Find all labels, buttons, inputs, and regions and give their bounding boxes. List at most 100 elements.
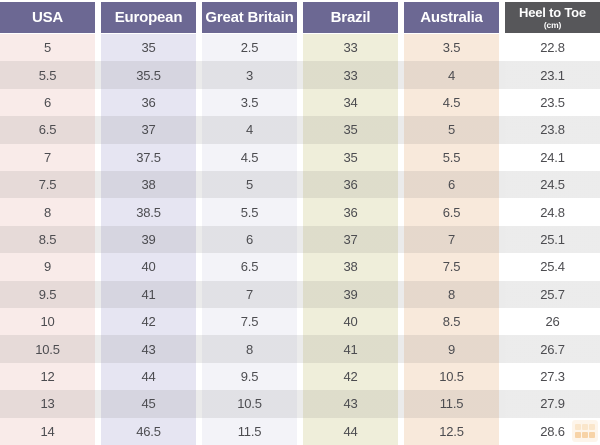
table-cell: 24.8: [505, 198, 600, 226]
table-cell: 4: [404, 61, 499, 89]
table-cell: 14: [0, 417, 95, 445]
table-cell: 34: [303, 88, 398, 117]
table-cell: 13: [0, 390, 95, 418]
table-cell: 8: [404, 280, 499, 309]
table-cell: 4: [202, 116, 297, 144]
table-cell: 10.5: [404, 362, 499, 391]
table-cell: 6.5: [202, 253, 297, 281]
table-cell: 46.5: [101, 417, 196, 445]
table-cell: 41: [303, 335, 398, 363]
table-cell: 27.9: [505, 390, 600, 418]
table-cell: 23.8: [505, 116, 600, 144]
table-cell: 3: [202, 61, 297, 89]
table-cell: 6.5: [0, 116, 95, 144]
table-cell: 10: [0, 308, 95, 336]
table-cell: 35: [303, 116, 398, 144]
table-cell: 7.5: [202, 308, 297, 336]
column-header-heel-to-toe-unit: (cm): [543, 19, 562, 30]
table-cell: 4.5: [202, 143, 297, 172]
table-row: 9 40 6.5 38 7.5 25.4: [0, 253, 600, 281]
table-cell: 36: [101, 88, 196, 117]
table-cell: 33: [303, 61, 398, 89]
table-cell: 5: [0, 34, 95, 62]
table-cell: 25.4: [505, 253, 600, 281]
table-cell: 10.5: [202, 390, 297, 418]
table-row: 8 38.5 5.5 36 6.5 24.8: [0, 198, 600, 226]
table-cell: 5.5: [202, 198, 297, 226]
column-header-usa: USA: [0, 2, 95, 33]
table-cell: 26.7: [505, 335, 600, 363]
table-cell: 7.5: [404, 253, 499, 281]
table-cell: 43: [303, 390, 398, 418]
table-row: 7.5 38 5 36 6 24.5: [0, 171, 600, 199]
table-cell: 5.5: [404, 143, 499, 172]
table-cell: 7: [202, 280, 297, 309]
table-cell: 42: [303, 362, 398, 391]
table-cell: 42: [101, 308, 196, 336]
table-cell: 12.5: [404, 417, 499, 445]
table-cell: 37.5: [101, 143, 196, 172]
column-header-heel-to-toe: Heel to Toe (cm): [505, 2, 600, 33]
table-cell: 40: [101, 253, 196, 281]
table-cell: 45: [101, 390, 196, 418]
table-cell: 5: [202, 171, 297, 199]
table-cell: 6: [0, 88, 95, 117]
table-cell: 9: [0, 253, 95, 281]
table-cell: 43: [101, 335, 196, 363]
table-cell: 9: [404, 335, 499, 363]
table-cell: 27.3: [505, 362, 600, 391]
table-cell: 8: [202, 335, 297, 363]
table-cell: 36: [303, 198, 398, 226]
column-header-european: European: [101, 2, 196, 33]
table-cell: 8: [0, 198, 95, 226]
table-header-row: USA European Great Britain Brazil Austra…: [0, 2, 600, 33]
table-row: 13 45 10.5 43 11.5 27.9: [0, 390, 600, 418]
table-body: 5 35 2.5 33 3.5 22.8 5.5 35.5 3 33 4 23.1 6 36 3.5 34 4.…: [0, 34, 600, 445]
table-cell: 36: [303, 171, 398, 199]
table-cell: 24.5: [505, 171, 600, 199]
table-row: 5.5 35.5 3 33 4 23.1: [0, 61, 600, 89]
table-cell: 44: [101, 362, 196, 391]
table-cell: 38.5: [101, 198, 196, 226]
table-cell: 6.5: [404, 198, 499, 226]
table-row: 12 44 9.5 42 10.5 27.3: [0, 362, 600, 391]
table-cell: 23.1: [505, 61, 600, 89]
table-cell: 4.5: [404, 88, 499, 117]
logo-watermark-icon: [572, 420, 598, 442]
table-cell: 37: [101, 116, 196, 144]
table-cell: 41: [101, 280, 196, 309]
table-cell: 2.5: [202, 34, 297, 62]
table-row: 6 36 3.5 34 4.5 23.5: [0, 88, 600, 117]
table-cell: 24.1: [505, 143, 600, 172]
column-header-great-britain: Great Britain: [202, 2, 297, 33]
table-cell: 9.5: [202, 362, 297, 391]
table-cell: 7: [0, 143, 95, 172]
table-cell: 6: [202, 225, 297, 254]
table-cell: 33: [303, 34, 398, 62]
table-cell: 35: [101, 34, 196, 62]
table-cell: 11.5: [404, 390, 499, 418]
table-cell: 10.5: [0, 335, 95, 363]
table-cell: 23.5: [505, 88, 600, 117]
table-cell: 37: [303, 225, 398, 254]
table-cell: 35.5: [101, 61, 196, 89]
table-row: 6.5 37 4 35 5 23.8: [0, 116, 600, 144]
table-row: 10.5 43 8 41 9 26.7: [0, 335, 600, 363]
table-cell: 28.6: [505, 417, 600, 445]
table-cell: 44: [303, 417, 398, 445]
table-cell: 25.7: [505, 280, 600, 309]
table-row: 14 46.5 11.5 44 12.5 28.6: [0, 417, 600, 445]
table-cell: 39: [303, 280, 398, 309]
table-row: 7 37.5 4.5 35 5.5 24.1: [0, 143, 600, 172]
column-header-australia: Australia: [404, 2, 499, 33]
table-cell: 7: [404, 225, 499, 254]
table-cell: 39: [101, 225, 196, 254]
table-cell: 35: [303, 143, 398, 172]
table-row: 10 42 7.5 40 8.5 26: [0, 308, 600, 336]
table-cell: 12: [0, 362, 95, 391]
column-header-brazil: Brazil: [303, 2, 398, 33]
table-cell: 5.5: [0, 61, 95, 89]
table-row: 5 35 2.5 33 3.5 22.8: [0, 34, 600, 62]
table-cell: 6: [404, 171, 499, 199]
